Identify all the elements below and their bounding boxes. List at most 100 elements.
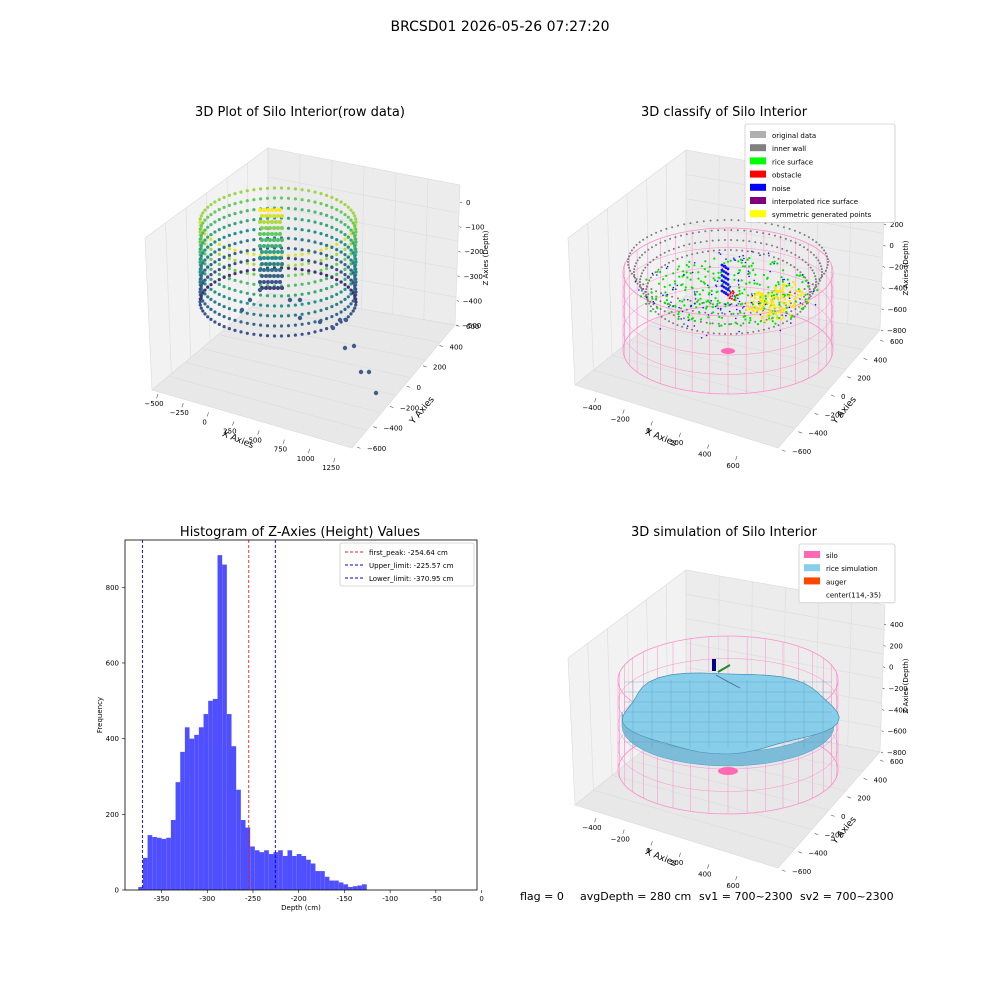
rice-surface-point <box>733 279 735 281</box>
symmetric-point <box>799 305 801 307</box>
inner-wall-point <box>707 250 709 252</box>
rice-surface-point <box>739 293 741 295</box>
inner-wall-point <box>686 309 688 311</box>
classify-x-axis-label: X Axies <box>643 427 678 449</box>
rice-surface-point <box>741 292 743 294</box>
rice-surface-point <box>807 302 809 304</box>
classify-z-tick-mark <box>883 245 885 246</box>
rice-surface-point <box>683 304 685 306</box>
raw-data-point <box>273 314 276 317</box>
raw-data-point <box>313 191 316 194</box>
status-footer: flag = 0 avgDepth = 280 cm sv1 = 700~230… <box>520 890 894 903</box>
raw-data-point <box>353 224 356 227</box>
inner-wall-point <box>702 251 704 253</box>
raw-data-point <box>352 251 355 254</box>
raw-data-point <box>352 281 355 284</box>
raw-z-tick-mark <box>458 276 460 277</box>
inner-wall-point <box>782 260 784 262</box>
histogram-bar <box>213 699 218 890</box>
raw-data-point <box>218 273 221 276</box>
symmetric-point <box>754 297 756 299</box>
simulation-legend-label: auger <box>826 578 846 586</box>
raw-data-point <box>343 213 346 216</box>
inner-wall-point <box>818 278 820 280</box>
rice-surface-point <box>799 274 801 276</box>
raw-data-point <box>252 313 255 316</box>
noise-point <box>802 274 804 276</box>
raw-data-point <box>325 264 328 267</box>
rice-surface-point <box>665 275 667 277</box>
rice-surface-point <box>778 302 780 304</box>
histogram-bar <box>297 854 302 890</box>
raw-data-point <box>294 197 297 200</box>
inner-wall-point <box>750 230 752 232</box>
raw-data-point <box>209 288 212 291</box>
rice-surface-point <box>748 257 750 259</box>
noise-point <box>717 280 719 282</box>
simulation-plot-title: 3D simulation of Silo Interior <box>631 525 818 540</box>
raw-data-point <box>260 214 264 218</box>
raw-data-point <box>218 293 221 296</box>
noise-point <box>694 303 696 305</box>
raw-data-point <box>340 260 343 263</box>
raw-data-point <box>272 238 276 242</box>
raw-data-point <box>266 294 269 297</box>
raw-data-point <box>268 262 272 266</box>
raw-data-point <box>209 268 212 271</box>
symmetric-point <box>797 294 799 296</box>
symmetric-point <box>788 300 790 302</box>
raw-data-point <box>287 267 290 270</box>
raw-data-point <box>233 259 236 262</box>
raw-data-point <box>278 220 282 224</box>
rice-surface-point <box>696 291 698 293</box>
symmetric-point <box>796 290 798 292</box>
rice-surface-point <box>656 271 658 273</box>
classify-legend-label: obstacle <box>772 172 802 180</box>
inner-wall-point <box>713 250 715 252</box>
classify-z-tick-label: −600 <box>888 306 907 314</box>
raw-data-point <box>239 280 242 283</box>
x-tick-label: -350 <box>154 895 170 903</box>
inner-wall-point <box>808 236 810 238</box>
raw-data-point <box>228 214 231 217</box>
raw-data-point <box>343 243 346 246</box>
raw-data-point <box>347 266 350 269</box>
rice-surface-point <box>724 305 726 307</box>
inner-wall-point <box>627 258 629 260</box>
raw-data-point <box>325 274 328 277</box>
raw-data-point <box>307 302 310 305</box>
raw-z-tick-mark <box>457 300 459 301</box>
inner-wall-point <box>680 307 682 309</box>
histogram-bar <box>157 838 162 890</box>
symmetric-point <box>774 286 776 288</box>
raw-data-point <box>213 250 216 253</box>
raw-data-point <box>325 317 328 320</box>
raw-data-point <box>313 231 316 234</box>
raw-data-point <box>354 260 357 263</box>
noise-point <box>729 286 731 288</box>
noise-point <box>813 291 815 293</box>
noise-point <box>789 291 791 293</box>
rice-surface-point <box>748 265 750 267</box>
inner-wall-point <box>681 256 683 258</box>
inner-wall-point <box>799 232 801 234</box>
raw-data-point <box>252 303 255 306</box>
raw-data-point <box>198 290 201 293</box>
raw-data-point <box>213 310 216 313</box>
raw-data-point <box>319 259 322 262</box>
raw-data-point <box>276 238 280 242</box>
raw-data-point <box>280 286 284 290</box>
rice-surface-point <box>765 298 767 300</box>
inner-wall-point <box>692 310 694 312</box>
histogram-bar <box>301 856 306 890</box>
inner-wall-point <box>647 282 649 284</box>
noise-point <box>692 272 694 274</box>
histogram-bar <box>334 881 339 890</box>
raw-z-tick-label: −200 <box>464 248 483 256</box>
rice-surface-point <box>688 314 690 316</box>
raw-data-point <box>270 208 274 212</box>
symmetric-point <box>782 308 784 310</box>
inner-wall-point <box>807 264 809 266</box>
inner-wall-point <box>736 249 738 251</box>
inner-wall-point <box>815 285 817 287</box>
